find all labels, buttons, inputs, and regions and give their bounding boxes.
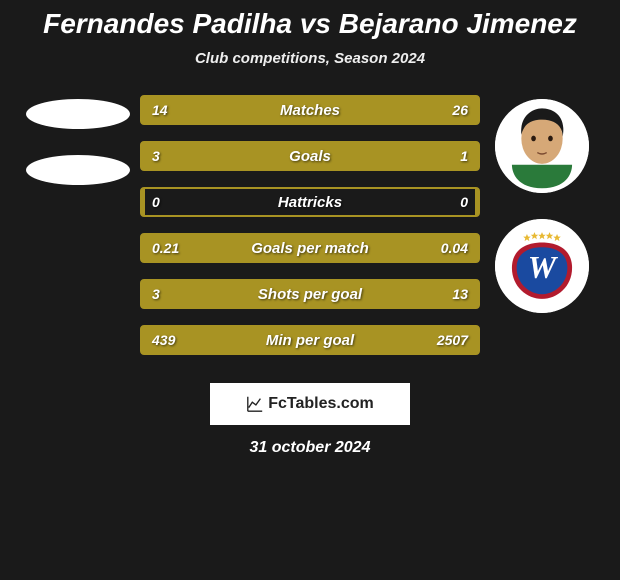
- comparison-area: 1426Matches 31Goals 00Hattricks 0.210.04Goa…: [0, 95, 620, 371]
- player-portrait-icon: [495, 99, 589, 193]
- bar-label: Hattricks: [142, 189, 478, 215]
- left-avatars: [24, 95, 132, 185]
- svg-text:W: W: [528, 250, 559, 285]
- stat-bar: 4392507Min per goal: [140, 325, 480, 355]
- club-right-badge: W: [495, 219, 589, 313]
- bar-label: Min per goal: [142, 327, 478, 353]
- brand-text: FcTables.com: [268, 395, 374, 413]
- stat-bar: 31Goals: [140, 141, 480, 171]
- page-title: Fernandes Padilha vs Bejarano Jimenez: [0, 8, 620, 40]
- date-label: 31 october 2024: [0, 439, 620, 457]
- stat-bars: 1426Matches 31Goals 00Hattricks 0.210.04Goa…: [140, 95, 480, 371]
- bar-label: Goals per match: [142, 235, 478, 261]
- club-badge-icon: W: [495, 219, 589, 313]
- player-left-avatar: [26, 99, 130, 129]
- stat-bar: 313Shots per goal: [140, 279, 480, 309]
- player-right-avatar: [495, 99, 589, 193]
- stat-bar: 00Hattricks: [140, 187, 480, 217]
- bar-label: Shots per goal: [142, 281, 478, 307]
- bar-label: Goals: [142, 143, 478, 169]
- subtitle: Club competitions, Season 2024: [0, 50, 620, 67]
- right-avatars: W: [488, 95, 596, 313]
- brand-chart-icon: [246, 395, 264, 413]
- stat-bar: 1426Matches: [140, 95, 480, 125]
- bar-label: Matches: [142, 97, 478, 123]
- stat-bar: 0.210.04Goals per match: [140, 233, 480, 263]
- brand-badge: FcTables.com: [210, 383, 410, 425]
- club-left-badge: [26, 155, 130, 185]
